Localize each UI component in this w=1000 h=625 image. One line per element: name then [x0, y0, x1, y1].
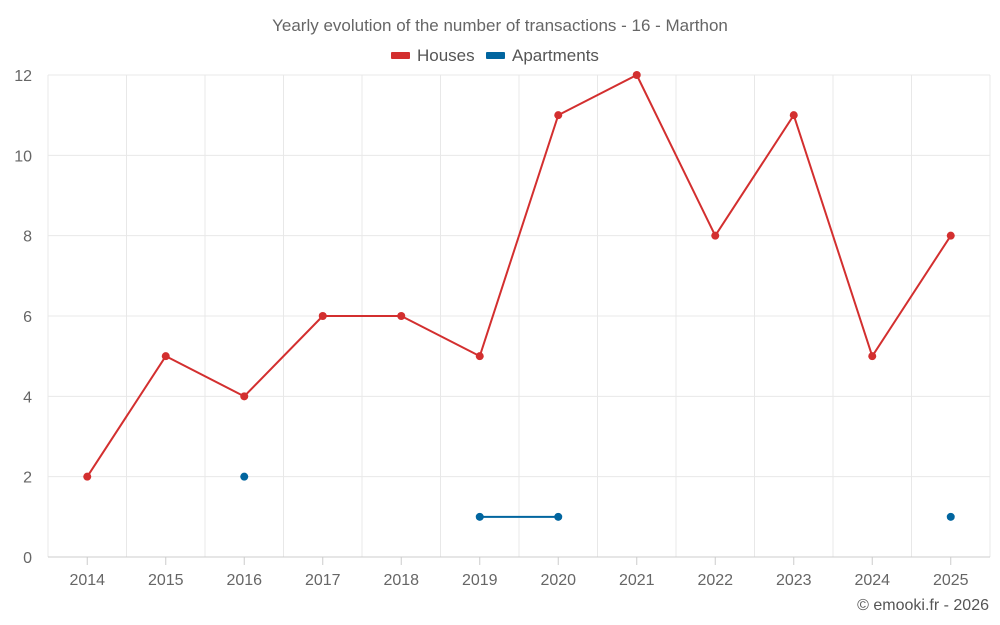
series: [83, 71, 955, 521]
data-point-houses-2015[interactable]: [161, 352, 170, 361]
data-point-houses-2022[interactable]: [711, 231, 720, 240]
data-point-houses-2018[interactable]: [397, 312, 406, 320]
legend-item-houses[interactable]: Houses: [391, 46, 475, 65]
data-point-houses-2025[interactable]: [946, 231, 955, 240]
data-point-houses-2017[interactable]: [318, 312, 327, 320]
data-point-houses-2024[interactable]: [868, 352, 877, 361]
series-line-houses: [86, 74, 952, 478]
y-tick-label: 8: [23, 229, 32, 246]
x-tick-label: 2018: [383, 572, 419, 589]
x-tick-label: 2016: [226, 572, 262, 589]
x-tick-label: 2021: [619, 572, 655, 589]
data-point-houses-2019[interactable]: [475, 352, 484, 361]
data-point-apartments-2020[interactable]: [554, 512, 563, 521]
data-point-houses-2016[interactable]: [240, 392, 249, 401]
series-apartments: [240, 472, 955, 521]
y-tick-label: 6: [23, 309, 32, 326]
legend-label-apartments: Apartments: [512, 46, 599, 65]
data-point-houses-2020[interactable]: [554, 111, 563, 120]
y-tick-label: 10: [14, 148, 32, 165]
y-tick-label: 2: [23, 470, 32, 487]
legend-swatch-houses: [391, 52, 410, 59]
x-tick-label: 2014: [69, 572, 105, 589]
y-tick-label: 4: [23, 389, 32, 406]
x-tick-label: 2017: [305, 572, 341, 589]
data-point-houses-2021[interactable]: [632, 71, 641, 79]
data-point-houses-2014[interactable]: [83, 472, 92, 481]
legend: Houses Apartments: [391, 46, 599, 65]
grid: [47, 74, 991, 557]
x-tick-label: 2024: [854, 572, 890, 589]
x-tick-label: 2015: [148, 572, 184, 589]
credit-text: © emooki.fr - 2026: [857, 597, 989, 614]
legend-label-houses: Houses: [417, 46, 475, 65]
data-point-apartments-2016[interactable]: [240, 472, 249, 481]
y-tick-label: 0: [23, 550, 32, 567]
x-tick-label: 2025: [933, 572, 969, 589]
x-tick-label: 2023: [776, 572, 812, 589]
axes: 0 2 4 6 8 10 12 2014 2015 2016 2017 2018 2019 2020 202…: [14, 68, 990, 589]
legend-swatch-apartments: [486, 52, 505, 59]
series-houses: [83, 71, 955, 481]
chart-title: Yearly evolution of the number of transa…: [272, 16, 728, 35]
x-tick-label: 2020: [540, 572, 576, 589]
y-tick-label: 12: [14, 68, 32, 85]
x-tick-label: 2019: [462, 572, 498, 589]
legend-item-apartments[interactable]: Apartments: [486, 46, 599, 65]
x-tick-label: 2022: [697, 572, 733, 589]
data-point-apartments-2025[interactable]: [946, 512, 955, 521]
data-point-apartments-2019[interactable]: [475, 512, 484, 521]
data-point-houses-2023[interactable]: [789, 111, 798, 120]
